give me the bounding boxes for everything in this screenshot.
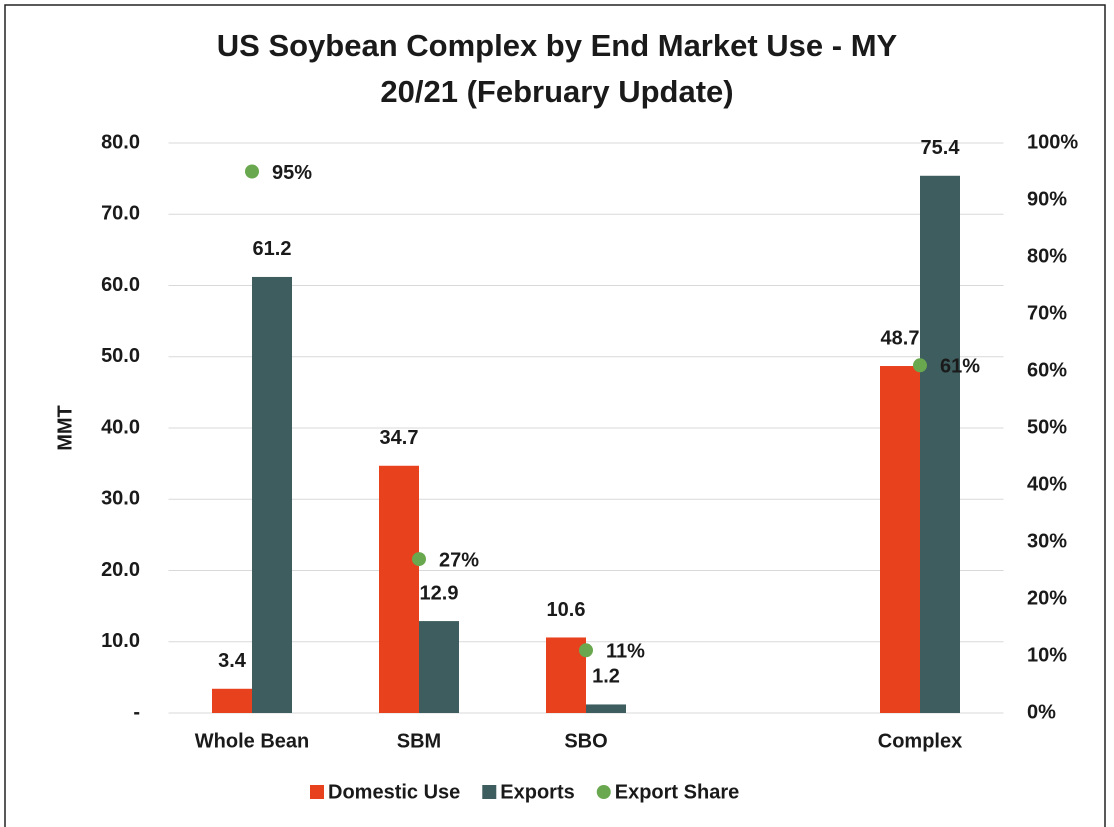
point bbox=[913, 358, 927, 373]
y-tick-label: 60.0 bbox=[101, 274, 140, 296]
legend-label: Exports bbox=[500, 781, 574, 803]
data-label: 34.7 bbox=[380, 427, 419, 449]
data-label: 61% bbox=[940, 356, 980, 378]
data-label: 75.4 bbox=[921, 137, 961, 159]
data-label: 48.7 bbox=[881, 327, 920, 349]
data-label: 61.2 bbox=[253, 238, 292, 260]
data-label: 95% bbox=[272, 162, 312, 184]
y2-tick-label: 20% bbox=[1027, 587, 1067, 609]
y2-tick-label: 10% bbox=[1027, 644, 1067, 666]
bar bbox=[586, 704, 626, 713]
data-label: 10.6 bbox=[547, 599, 586, 621]
point bbox=[245, 164, 259, 179]
y2-tick-label: 90% bbox=[1027, 188, 1067, 210]
point bbox=[412, 552, 426, 567]
data-label: 27% bbox=[439, 549, 479, 571]
legend-swatch bbox=[482, 785, 497, 799]
data-label: 3.4 bbox=[218, 650, 247, 672]
x-tick-label: Complex bbox=[878, 730, 962, 752]
data-label: 12.9 bbox=[420, 582, 459, 604]
y-tick-label: 80.0 bbox=[101, 131, 140, 153]
x-tick-label: SBO bbox=[564, 730, 607, 752]
y-tick-label: 20.0 bbox=[101, 559, 140, 581]
y2-tick-label: 50% bbox=[1027, 416, 1067, 438]
legend-swatch bbox=[310, 785, 324, 799]
y2-tick-label: 80% bbox=[1027, 245, 1067, 267]
y-tick-label: 70.0 bbox=[101, 203, 140, 225]
y2-tick-label: 70% bbox=[1027, 302, 1067, 324]
bar bbox=[920, 175, 960, 713]
y-tick-label: 10.0 bbox=[101, 630, 140, 652]
chart-title: US Soybean Complex by End Market Use - M… bbox=[217, 28, 898, 63]
bar bbox=[419, 621, 459, 713]
bar bbox=[212, 688, 252, 713]
y-tick-label: - bbox=[133, 701, 140, 723]
point bbox=[579, 643, 593, 658]
legend-swatch bbox=[596, 785, 611, 799]
chart-title: 20/21 (February Update) bbox=[380, 74, 733, 109]
bar bbox=[252, 276, 292, 713]
y2-tick-label: 100% bbox=[1027, 131, 1078, 153]
data-label: 11% bbox=[606, 641, 645, 663]
chart-border bbox=[4, 4, 1106, 827]
y-axis-label: MMT bbox=[54, 405, 76, 451]
y-tick-label: 50.0 bbox=[101, 345, 140, 367]
y2-tick-label: 40% bbox=[1027, 473, 1067, 495]
y-tick-label: 30.0 bbox=[101, 488, 140, 510]
data-label: 1.2 bbox=[592, 666, 620, 688]
x-tick-label: SBM bbox=[397, 730, 441, 752]
bar bbox=[880, 366, 920, 713]
legend-label: Export Share bbox=[615, 781, 739, 803]
legend-label: Domestic Use bbox=[328, 781, 460, 803]
bar bbox=[379, 465, 419, 713]
y2-tick-label: 30% bbox=[1027, 530, 1067, 552]
y2-tick-label: 60% bbox=[1027, 359, 1067, 381]
y2-tick-label: 0% bbox=[1027, 701, 1056, 723]
x-tick-label: Whole Bean bbox=[195, 730, 309, 752]
y-tick-label: 40.0 bbox=[101, 416, 140, 438]
